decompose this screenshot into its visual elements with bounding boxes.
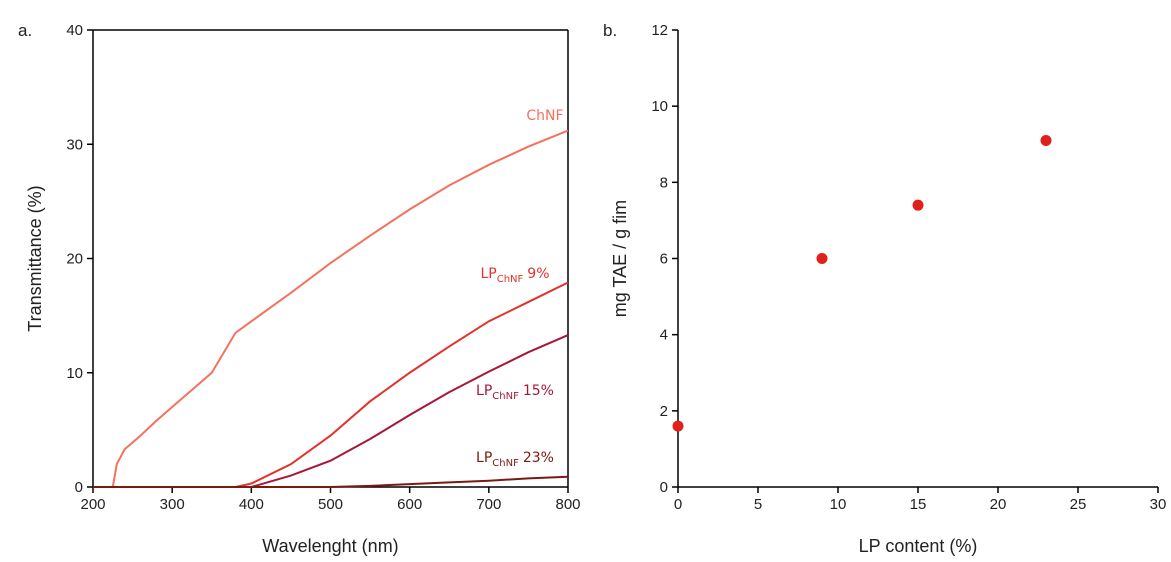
x-tick-label: 20 (990, 496, 1007, 513)
point (1040, 134, 1052, 146)
series-name-sub: ChNF (492, 458, 519, 469)
y-tick-label: 0 (75, 479, 83, 496)
y-tick-label: 40 (66, 22, 83, 39)
x-tick-label: 25 (1070, 496, 1087, 513)
x-tick-label: 200 (80, 496, 105, 513)
panel-label: b. (603, 21, 617, 40)
series-label: LPChNF 9% (480, 266, 549, 285)
x-tick-label: 700 (476, 496, 501, 513)
point (672, 420, 684, 432)
series-label: LPChNF 15% (476, 383, 554, 402)
y-tick-label: 12 (651, 22, 668, 39)
x-tick-label: 500 (318, 496, 343, 513)
point (912, 199, 924, 211)
x-tick-label: 0 (674, 496, 682, 513)
series-name-sub: ChNF (497, 274, 524, 285)
series-name-suffix: 15% (523, 383, 554, 399)
line (93, 129, 569, 488)
y-tick-label: 20 (66, 251, 83, 268)
y-tick-label: 10 (66, 365, 83, 382)
line (93, 475, 569, 488)
line (93, 281, 569, 488)
x-tick-label: 800 (555, 496, 580, 513)
series-label: LPChNF 23% (476, 450, 554, 469)
x-tick-label: 300 (160, 496, 185, 513)
x-tick-label: 10 (830, 496, 847, 513)
series-name: ChNF (526, 108, 563, 124)
x-tick-label: 5 (754, 496, 762, 513)
y-tick-label: 4 (660, 327, 668, 344)
series-name: LP (476, 383, 492, 399)
y-axis-title: mg TAE / g fim (610, 200, 630, 317)
y-tick-label: 2 (660, 403, 668, 420)
series-name-suffix: 23% (523, 450, 554, 466)
x-tick-label: 30 (1150, 496, 1167, 513)
series-name-suffix: 9% (527, 266, 549, 282)
x-tick-label: 600 (397, 496, 422, 513)
panel-label: a. (18, 21, 32, 40)
y-tick-label: 10 (651, 98, 668, 115)
y-axis-title: Transmittance (%) (25, 185, 45, 331)
series-name: LP (476, 450, 492, 466)
y-tick-label: 6 (660, 251, 668, 268)
series-name-sub: ChNF (492, 391, 519, 402)
x-tick-label: 400 (239, 496, 264, 513)
y-tick-label: 8 (660, 174, 668, 191)
series-label: ChNF (526, 108, 563, 124)
y-tick-label: 30 (66, 136, 83, 153)
x-axis-title: LP content (%) (859, 536, 978, 556)
x-axis-title: Wavelenght (nm) (262, 536, 398, 556)
y-tick-label: 0 (660, 479, 668, 496)
point (816, 253, 828, 264)
x-tick-label: 15 (910, 496, 927, 513)
series-name: LP (480, 266, 496, 282)
